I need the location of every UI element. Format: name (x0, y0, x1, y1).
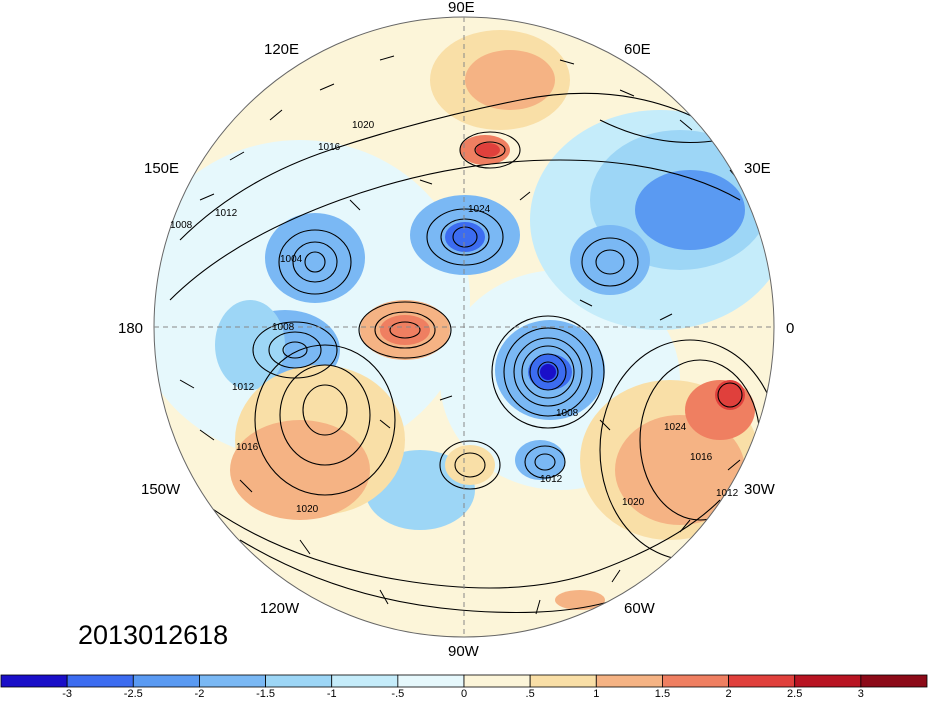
colorbar-tick-label: 0 (460, 688, 468, 700)
anomaly-region (476, 143, 500, 157)
lon-label-150w: 150W (141, 481, 181, 498)
isobar-label: 1024 (468, 204, 491, 215)
colorbar-tick-label: 3 (857, 688, 864, 700)
colorbar-swatch (66, 674, 134, 688)
isobar-label: 1024 (664, 422, 687, 433)
colorbar (0, 674, 928, 688)
colorbar-tick-label: 1.5 (654, 688, 671, 700)
colorbar-tick-label: 2.5 (787, 688, 803, 700)
lon-label-30w: 30W (744, 481, 775, 498)
isobar-label: 1020 (352, 120, 375, 131)
lon-label-120w: 120W (260, 600, 300, 617)
isobar-label: 1016 (318, 142, 341, 153)
isobar-label: 1012 (716, 488, 739, 499)
colorbar-tick-label: -3 (62, 688, 73, 700)
isobar-lines (169, 92, 774, 613)
anomaly-region (465, 50, 555, 110)
colorbar-swatch (199, 674, 266, 688)
colorbar-swatch (728, 674, 796, 688)
anomaly-region (570, 225, 650, 295)
isobar-label: 1012 (540, 474, 563, 485)
lon-label-0: 0 (786, 320, 795, 337)
wind-barbs (179, 55, 741, 615)
isobar-label: 1004 (280, 254, 303, 265)
lon-label-120e: 120E (264, 41, 300, 58)
colorbar-tick-label: 1 (593, 688, 600, 700)
colorbar-tick-label: -.5 (391, 688, 405, 700)
isobar-label: 1008 (170, 220, 193, 231)
anomaly-shading (154, 30, 774, 615)
isobar-label-group: 1016 1020 1012 1008 1004 1024 1012 1008 … (170, 120, 739, 515)
colorbar-swatch (860, 674, 928, 688)
isobar-label: 1016 (690, 452, 713, 463)
colorbar-swatch (463, 674, 531, 688)
isobar-label: 1012 (232, 382, 255, 393)
colorbar-swatch (662, 674, 729, 688)
isobar-label: 1008 (556, 408, 579, 419)
colorbar-swatch (595, 674, 663, 688)
colorbar-tick-label: .5 (525, 688, 535, 700)
anomaly-region (715, 380, 745, 410)
anomaly-region (230, 420, 370, 520)
colorbar-tick-label: -2 (194, 688, 205, 700)
anomaly-region (215, 300, 285, 390)
colorbar-swatch (794, 674, 862, 688)
anomaly-region (635, 170, 745, 250)
isobar-label: 1008 (272, 322, 295, 333)
timestamp-label: 2013012618 (78, 620, 229, 650)
lon-label-180: 180 (118, 320, 144, 337)
colorbar-tick-label: -1 (326, 688, 337, 700)
colorbar-swatch (331, 674, 399, 688)
anomaly-region (265, 213, 365, 303)
colorbar-swatch (0, 674, 68, 688)
colorbar-swatch (529, 674, 597, 688)
meridian-lines (154, 17, 774, 637)
lon-label-90e: 90E (448, 0, 475, 16)
colorbar-tick-label: -1.5 (256, 688, 276, 700)
anomaly-region (540, 364, 556, 380)
colorbar-swatch (397, 674, 465, 688)
lon-label-60w: 60W (624, 600, 655, 617)
isobar-label: 1020 (622, 497, 645, 508)
colorbar-swatch (265, 674, 333, 688)
lon-label-30e: 30E (744, 160, 771, 177)
anomaly-region (380, 315, 430, 345)
isobar-label: 1016 (236, 442, 259, 453)
isobar-label: 1012 (215, 208, 238, 219)
lon-label-60e: 60E (624, 41, 651, 58)
anomaly-region (555, 590, 605, 610)
isobar-label: 1020 (296, 504, 319, 515)
colorbar-swatch (132, 674, 200, 688)
anomaly-region (445, 445, 495, 485)
anomaly-region (615, 415, 745, 525)
colorbar-tick-label: -2.5 (123, 688, 143, 700)
lon-label-90w: 90W (448, 643, 479, 660)
colorbar-tick-label: 2 (725, 688, 732, 700)
lon-label-150e: 150E (144, 160, 180, 177)
anomaly-region (445, 222, 485, 252)
